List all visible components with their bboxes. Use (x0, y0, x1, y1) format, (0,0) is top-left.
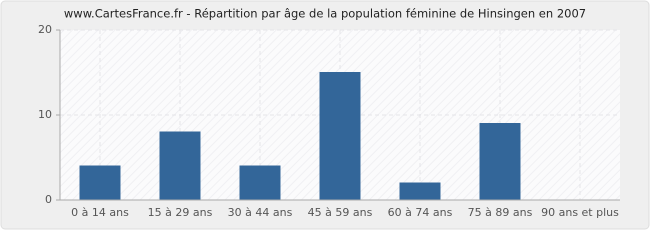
chart: www.CartesFrance.fr - Répartition par âg… (0, 0, 650, 230)
x-tick-label: 45 à 59 ans (308, 206, 373, 219)
page: {"chart_data": {"type": "bar", "title": … (0, 0, 650, 230)
bar (399, 182, 441, 201)
x-tick-label: 60 à 74 ans (388, 206, 453, 219)
bar (79, 165, 121, 201)
x-tick-label: 15 à 29 ans (148, 206, 213, 219)
x-tick-label: 90 ans et plus (541, 206, 619, 219)
bar (319, 72, 361, 201)
bar (159, 131, 201, 201)
bar (239, 165, 281, 201)
y-tick-label: 0 (45, 193, 52, 206)
y-tick-label: 10 (38, 108, 52, 121)
y-tick-label: 20 (38, 23, 52, 36)
x-tick-label: 0 à 14 ans (71, 206, 129, 219)
chart-title: www.CartesFrance.fr - Répartition par âg… (64, 7, 586, 21)
bar (479, 123, 521, 201)
x-tick-label: 30 à 44 ans (228, 206, 293, 219)
x-tick-label: 75 à 89 ans (468, 206, 533, 219)
